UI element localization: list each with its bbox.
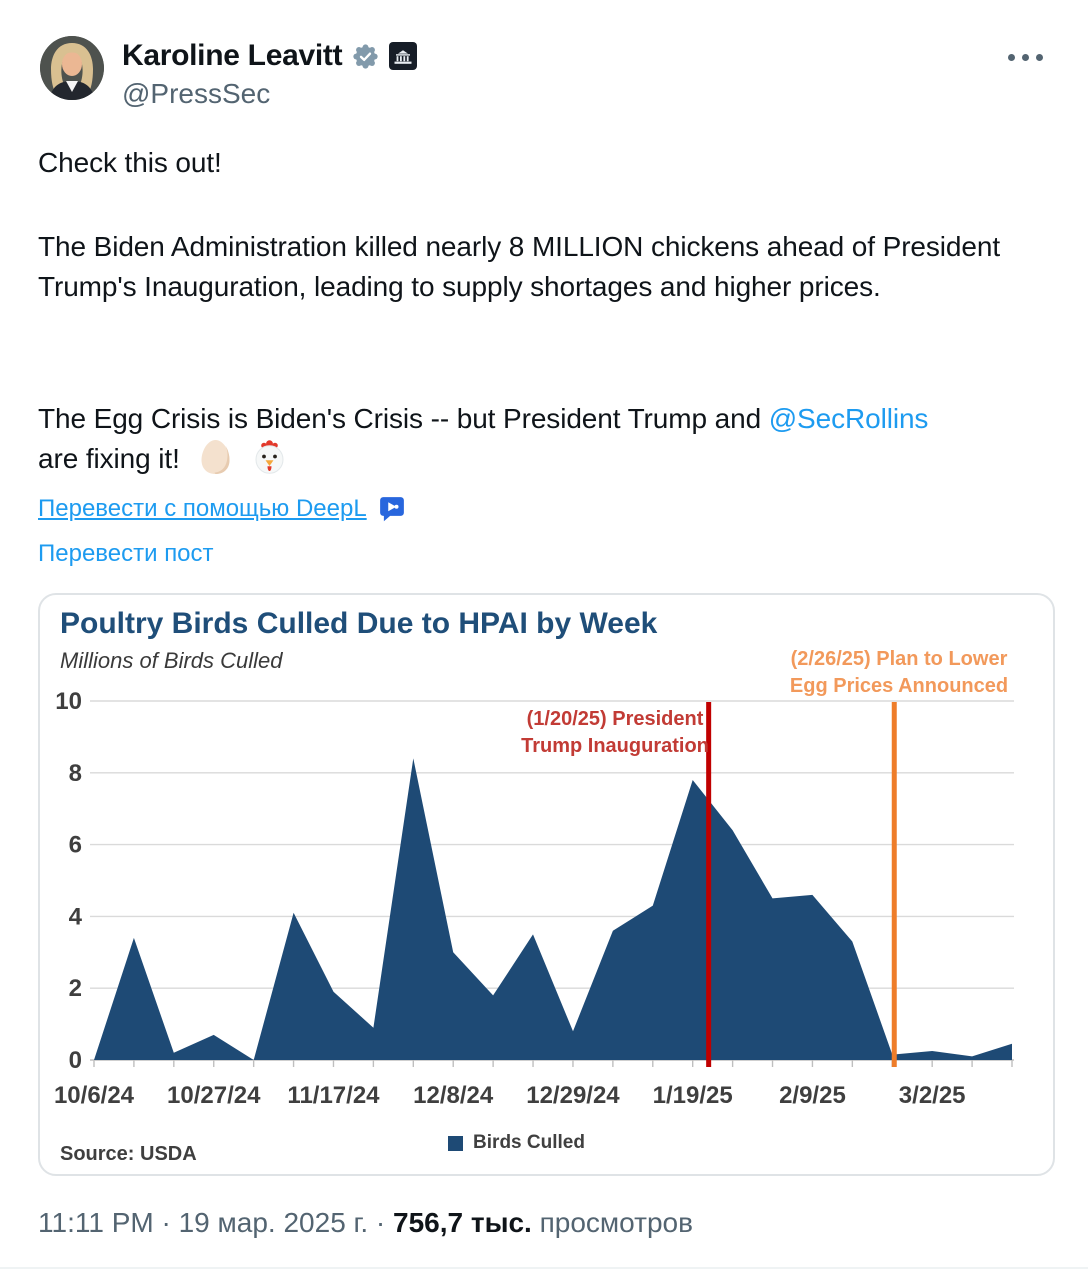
rooster-emoji: [252, 439, 287, 486]
annotation-trump-inauguration: (1/20/25) President Trump Inauguration: [521, 708, 709, 757]
tweet-paragraph-2: The Biden Administration killed nearly 8…: [38, 231, 1001, 302]
translate-post-link[interactable]: Перевести пост: [38, 540, 214, 567]
ellipsis-dot: [1022, 54, 1029, 61]
svg-text:11/17/24: 11/17/24: [287, 1082, 380, 1109]
egg-emoji: [200, 439, 231, 486]
tweet-paragraph-3-text: The Egg Crisis is Biden's Crisis -- but …: [38, 403, 769, 434]
deepl-translate-link[interactable]: Перевести с помощью DeepL: [38, 494, 407, 524]
svg-text:3/2/25: 3/2/25: [899, 1082, 966, 1109]
tweet-paragraph-3: The Egg Crisis is Biden's Crisis -- but …: [38, 399, 1088, 486]
user-handle[interactable]: @PressSec: [122, 78, 271, 109]
svg-text:10/6/24: 10/6/24: [54, 1082, 135, 1109]
avatar-portrait: [40, 36, 104, 100]
chart-title: Poultry Birds Culled Due to HPAI by Week: [60, 607, 658, 640]
avatar[interactable]: [40, 36, 104, 100]
mention-link-secrollins[interactable]: @SecRollins: [768, 403, 929, 434]
annotation-egg-prices-plan: (2/26/25) Plan to Lower Egg Prices Annou…: [789, 648, 1009, 697]
chart-source: Source: USDA: [60, 1143, 197, 1165]
chart-legend: Birds Culled: [40, 1132, 1023, 1154]
tweet-meta-footer: 11:11 PM · 19 мар. 2025 г. · 756,7 тыс. …: [38, 1207, 693, 1238]
views-count: 756,7 тыс.: [393, 1207, 532, 1238]
svg-text:4: 4: [69, 903, 83, 930]
views-label: просмотров: [539, 1207, 693, 1238]
more-menu-button[interactable]: [1008, 54, 1043, 61]
display-name: Karoline Leavitt: [122, 39, 343, 72]
svg-text:0: 0: [69, 1047, 82, 1074]
svg-text:6: 6: [69, 832, 82, 859]
deepl-icon: [377, 494, 407, 524]
bottom-divider: [0, 1267, 1088, 1269]
svg-text:10: 10: [55, 688, 82, 715]
tweet-media-chart-card[interactable]: 0 2 4 6 8 10 10/6/24 10/27/24 11/17/24 12/8/24 12/…: [38, 593, 1055, 1176]
svg-text:12/8/24: 12/8/24: [413, 1082, 494, 1109]
svg-text:1/19/25: 1/19/25: [653, 1082, 733, 1109]
chart-subtitle: Millions of Birds Culled: [60, 648, 283, 673]
ellipsis-dot: [1008, 54, 1015, 61]
white-house-affiliation-badge-icon[interactable]: [389, 42, 418, 70]
date: 19 мар. 2025 г.: [178, 1207, 369, 1238]
svg-text:2: 2: [69, 975, 82, 1002]
tweet-paragraph-1: Check this out!: [38, 147, 222, 178]
legend-swatch: [448, 1135, 464, 1151]
hpai-area-chart: 0 2 4 6 8 10 10/6/24 10/27/24 11/17/24 12/8/24 12/…: [54, 688, 1014, 1109]
svg-text:10/27/24: 10/27/24: [167, 1082, 261, 1109]
deepl-translate-label: Перевести с помощью DeepL: [38, 495, 367, 522]
tweet-paragraph-3-line2: are fixing it!: [38, 443, 180, 474]
verified-badge-icon: [352, 43, 379, 70]
svg-text:12/29/24: 12/29/24: [526, 1082, 620, 1109]
svg-text:8: 8: [69, 760, 82, 787]
svg-text:2/9/25: 2/9/25: [779, 1082, 846, 1109]
user-name-row[interactable]: Karoline Leavitt: [122, 39, 418, 72]
ellipsis-dot: [1036, 54, 1043, 61]
legend-label: Birds Culled: [473, 1132, 585, 1153]
timestamp: 11:11 PM: [38, 1207, 154, 1238]
